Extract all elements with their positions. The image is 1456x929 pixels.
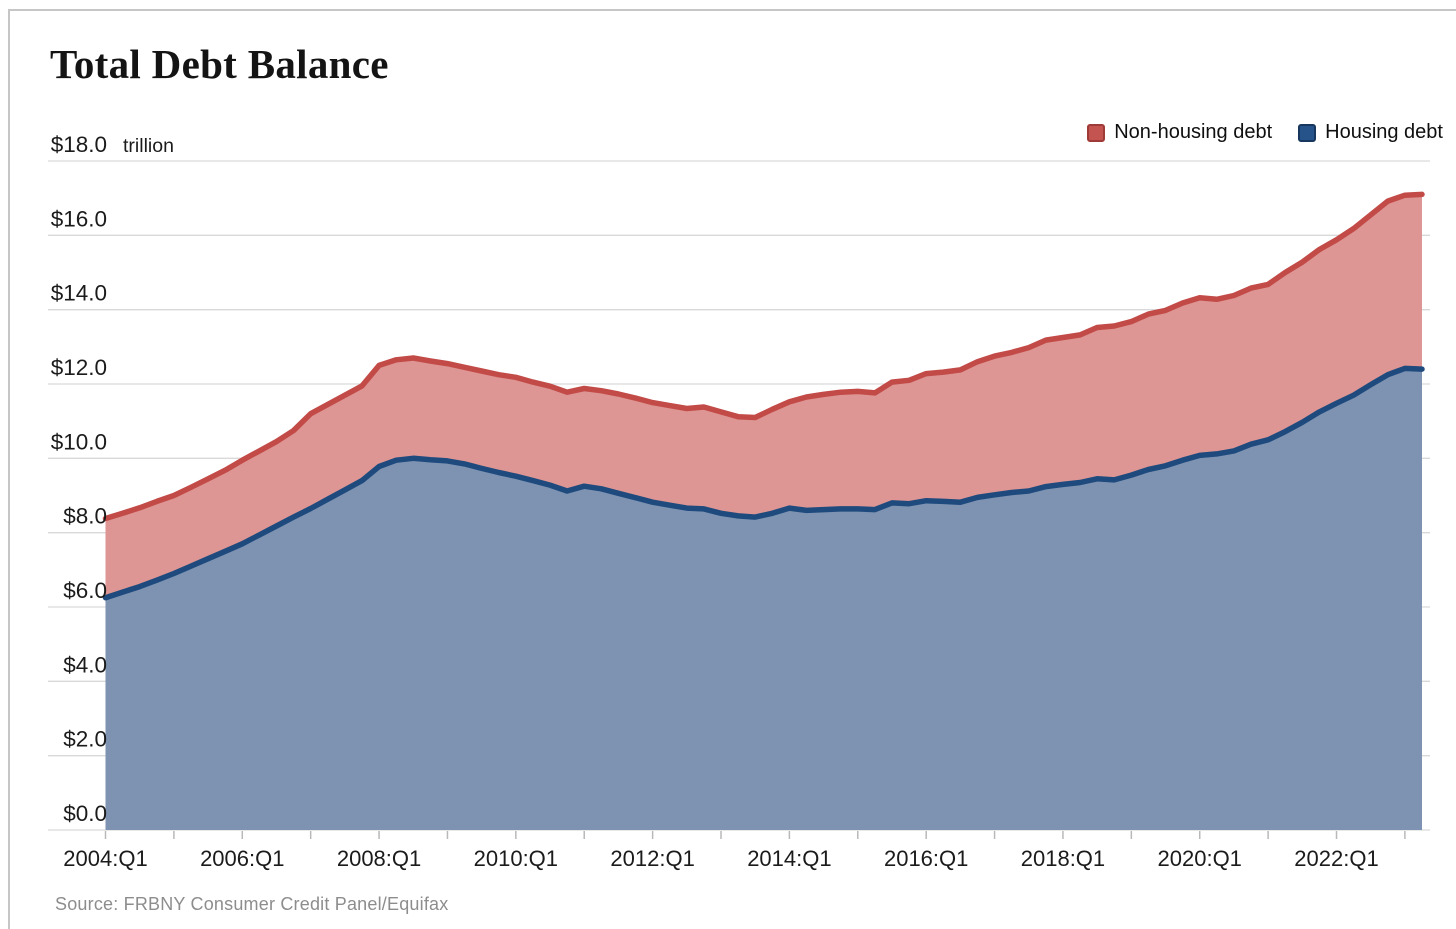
legend-label: Housing debt	[1325, 121, 1443, 143]
x-axis-label: 2018:Q1	[1021, 846, 1105, 871]
x-axis-label: 2008:Q1	[337, 846, 421, 871]
x-axis-label: 2020:Q1	[1158, 846, 1242, 871]
x-axis-label: 2014:Q1	[747, 846, 831, 871]
legend: Non-housing debt Housing debt	[1087, 121, 1443, 144]
x-axis-label: 2006:Q1	[200, 846, 284, 871]
non-housing-line	[102, 191, 1425, 522]
y-axis-label: $18.0	[51, 132, 107, 157]
legend-label: Non-housing debt	[1114, 121, 1273, 143]
legend-item: Housing debt	[1298, 121, 1443, 144]
y-axis-label: $10.0	[51, 429, 107, 454]
y-axis-label: $14.0	[51, 281, 107, 306]
x-axis-label: 2022:Q1	[1294, 846, 1378, 871]
housing-area	[105, 368, 1422, 830]
legend-swatch-icon	[1087, 123, 1106, 142]
x-axis-label: 2010:Q1	[474, 846, 558, 871]
source-note: Source: FRBNY Consumer Credit Panel/Equi…	[55, 894, 449, 914]
page-title: Total Debt Balance	[50, 41, 389, 87]
y-axis-label: $6.0	[63, 578, 107, 603]
y-axis-label: $0.0	[63, 801, 107, 826]
y-axis-label: $8.0	[63, 504, 107, 529]
y-axis-label: $2.0	[63, 727, 107, 752]
legend-swatch-icon	[1298, 123, 1317, 142]
legend-item: Non-housing debt	[1087, 121, 1272, 144]
housing-line	[102, 365, 1425, 601]
y-axis-label: $16.0	[51, 206, 107, 231]
y-axis-label: $4.0	[63, 652, 107, 677]
unit-label: trillion	[123, 135, 174, 157]
x-axis-label: 2004:Q1	[63, 846, 147, 871]
y-axis-label: $12.0	[51, 355, 107, 380]
x-axis-label: 2016:Q1	[884, 846, 968, 871]
x-axis-label: 2012:Q1	[610, 846, 694, 871]
